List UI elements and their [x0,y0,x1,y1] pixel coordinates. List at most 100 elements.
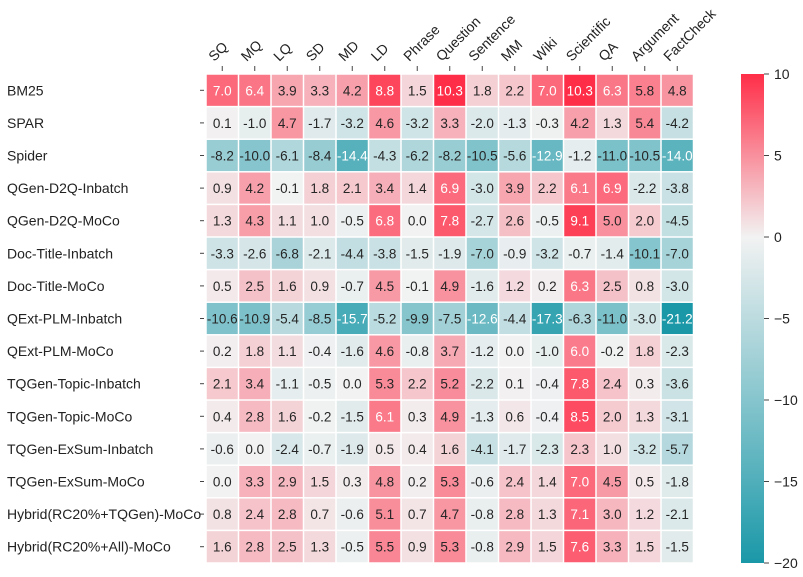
heatmap-cell [401,107,433,139]
heatmap-cell [239,302,271,335]
heatmap-cell [369,335,401,367]
cell-value-label: -6.2 [406,149,429,164]
heatmap-cell [596,531,628,563]
cell-value-label: 3.9 [278,83,297,98]
cell-value-label: 3.4 [245,377,264,392]
row-label: Spider [7,148,48,164]
heatmap-cell [629,139,661,172]
cell-value-label: -3.2 [633,442,656,457]
heatmap-cell [564,270,596,302]
cell-value-label: -7.0 [666,246,689,261]
heatmap-cell [531,335,563,367]
heatmap-cell [564,531,596,563]
cell-value-label: 1.8 [310,181,329,196]
cell-value-label: 6.3 [570,279,589,294]
column-label: SQ [205,38,231,64]
heatmap-cell [434,368,466,400]
cell-value-label: -0.1 [406,279,429,294]
heatmap-cell [434,172,466,204]
heatmap-cell [434,465,466,498]
cell-value-label: -8.5 [308,312,331,327]
cell-value-label: -6.3 [568,312,591,327]
cell-value-label: -1.6 [471,279,494,294]
cell-value-label: 1.5 [538,540,557,555]
heatmap-cell [336,400,368,432]
cell-value-label: 0.8 [213,507,232,522]
cell-value-label: 0.9 [310,279,329,294]
heatmap-cell [596,400,628,432]
heatmap-cell [304,531,336,563]
cell-value-label: -0.2 [601,344,624,359]
cell-value-label: 1.6 [440,442,459,457]
heatmap-cell [596,270,628,302]
cell-value-label: -0.5 [341,540,364,555]
heatmap-cell [304,433,336,465]
heatmap-cell [531,400,563,432]
cell-value-label: 4.6 [375,116,394,131]
heatmap-cell [271,107,303,139]
cell-value-label: 8.5 [570,409,589,424]
cell-value-label: 0.0 [213,475,232,490]
cell-value-label: 1.8 [245,344,264,359]
cell-value-label: 2.2 [408,377,427,392]
cell-value-label: 1.3 [538,507,557,522]
heatmap-cell [239,107,271,139]
heatmap-cell [531,74,563,106]
cell-value-label: -0.4 [536,377,560,392]
cell-value-label: 1.6 [278,279,297,294]
cell-value-label: 5.1 [375,507,394,522]
heatmap-cell [596,139,628,172]
column-label: MD [335,37,362,64]
heatmap-cell [336,107,368,139]
cell-value-label: -0.9 [503,246,526,261]
heatmap-cell [466,172,498,204]
heatmap-cell [531,107,563,139]
cell-value-label: -6.1 [276,149,299,164]
heatmap-cell [239,270,271,302]
cell-value-label: 1.5 [635,540,654,555]
heatmap-cell [271,465,303,498]
cell-value-label: 1.6 [213,540,232,555]
cell-value-label: -8.2 [211,149,234,164]
cell-value-label: -0.2 [308,409,331,424]
heatmap-cell [564,139,596,172]
heatmap-cell [499,531,531,563]
heatmap-cell [239,139,271,172]
heatmap-cells: 7.0 6.4 3.9 3.3 4.2 8.8 1.5 10.3 1.8 2.2 7.0 10.3 6.… [206,74,693,563]
heatmap-cell [466,531,498,563]
heatmap-cell [336,433,368,465]
heatmap-cell [304,498,336,530]
heatmap-cell [336,205,368,237]
cell-value-label: 5.3 [375,377,394,392]
cell-value-label: -2.2 [471,377,494,392]
cell-value-label: -0.7 [341,279,364,294]
heatmap-cell [369,433,401,465]
cell-value-label: -10.1 [629,246,660,261]
cell-value-label: 0.3 [343,475,362,490]
cell-value-label: -1.7 [503,442,526,457]
cell-value-label: 3.4 [375,181,394,196]
cell-value-label: 3.3 [245,475,264,490]
cell-value-label: 0.1 [505,377,524,392]
heatmap-cell [564,400,596,432]
colorbar-ticks: 10 5 0 −5 −10 −15 −20 [764,66,798,571]
heatmap-cell [369,531,401,563]
heatmap-cell [336,172,368,204]
heatmap-cell [401,205,433,237]
heatmap-cell [206,531,238,563]
cell-value-label: 1.1 [278,214,297,229]
cell-value-label: -3.0 [666,279,689,294]
heatmap-cell [531,270,563,302]
heatmap-cell [596,368,628,400]
heatmap-cell [531,139,563,172]
colorbar-tick-label: −10 [774,392,798,408]
cell-value-label: 6.3 [603,83,622,98]
heatmap-cell [369,172,401,204]
heatmap-cell [629,498,661,530]
cell-value-label: -5.2 [373,312,396,327]
heatmap-cell [271,302,303,335]
cell-value-label: -4.4 [503,312,527,327]
heatmap-cell [499,400,531,432]
heatmap-cell [661,433,693,465]
cell-value-label: 1.2 [635,507,654,522]
